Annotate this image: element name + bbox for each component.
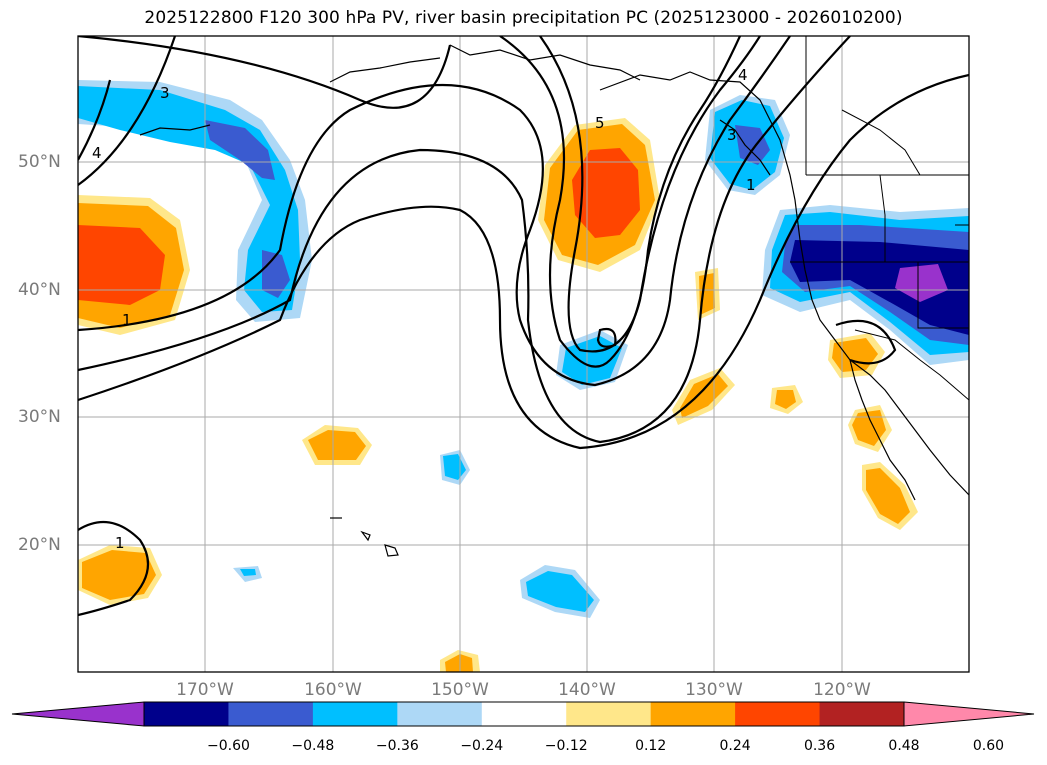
colorbar-bin xyxy=(819,702,905,726)
map-title: 2025122800 F120 300 hPa PV, river basin … xyxy=(144,8,903,28)
colorbar-extension-high xyxy=(904,702,1034,726)
negative-anomaly-region xyxy=(240,569,256,576)
pv-contour-labels: 3 4 5 3 4 1 1 1 xyxy=(92,66,756,552)
lon-label-170w: 170°W xyxy=(176,680,234,700)
map-frame xyxy=(77,35,970,673)
lat-label-30n: 30°N xyxy=(18,407,61,427)
negative-anomaly-region xyxy=(205,120,275,180)
colorbar-extension-low xyxy=(12,702,144,726)
contour-label: 1 xyxy=(746,176,756,194)
colorbar-tick-label: −0.24 xyxy=(460,738,504,754)
precipitation-shading xyxy=(78,80,969,672)
positive-anomaly-region xyxy=(572,148,640,238)
positive-anomaly-region xyxy=(78,225,165,305)
colorbar-tick-label: 0.24 xyxy=(719,738,751,754)
contour-label: 1 xyxy=(115,534,125,552)
positive-anomaly-region xyxy=(866,468,910,524)
lat-label-20n: 20°N xyxy=(18,535,61,555)
lon-label-130w: 130°W xyxy=(685,680,743,700)
colorbar-bin xyxy=(650,702,736,726)
gridlines xyxy=(78,36,969,672)
map-panel: 3 4 5 3 4 1 1 1 xyxy=(77,35,970,673)
colorbar-tick-label: 0.36 xyxy=(803,738,836,754)
contour-label: 4 xyxy=(92,144,102,162)
positive-anomaly-region xyxy=(852,410,886,446)
colorbar-bin xyxy=(735,702,821,726)
colorbar-tick-label: −0.36 xyxy=(375,738,419,754)
positive-anomaly-region xyxy=(680,374,728,418)
lon-label-140w: 140°W xyxy=(558,680,616,700)
colorbar-bin xyxy=(566,702,652,726)
coastlines xyxy=(139,44,969,557)
colorbar-bin xyxy=(481,702,567,726)
colorbar-tick-label: −0.60 xyxy=(206,738,250,754)
colorbar-tick-label: 0.12 xyxy=(635,738,667,754)
colorbar-tick-label: 0.48 xyxy=(888,738,920,754)
positive-anomaly-region xyxy=(82,550,156,600)
contour-label: 1 xyxy=(122,311,132,329)
country-borders xyxy=(790,36,969,401)
colorbar-tick-label: −0.12 xyxy=(544,738,588,754)
lat-label-40n: 40°N xyxy=(18,280,61,300)
colorbar-bin xyxy=(228,702,314,726)
lon-label-120w: 120°W xyxy=(813,680,871,700)
negative-anomaly-region xyxy=(790,240,969,335)
contour-label: 4 xyxy=(738,66,748,84)
colorbar-bin xyxy=(397,702,483,726)
colorbar-bin xyxy=(144,702,229,726)
negative-anomaly-region xyxy=(895,264,948,302)
contour-label: 3 xyxy=(727,126,737,144)
positive-anomaly-region xyxy=(699,273,715,315)
positive-anomaly-region xyxy=(308,430,366,460)
colorbar-bin xyxy=(312,702,398,726)
lon-label-150w: 150°W xyxy=(431,680,489,700)
contour-label: 5 xyxy=(595,114,605,132)
pv-contours xyxy=(78,36,969,617)
colorbar xyxy=(11,701,1035,727)
colorbar-tick-label: −0.48 xyxy=(291,738,335,754)
lon-label-160w: 160°W xyxy=(304,680,362,700)
lat-label-50n: 50°N xyxy=(18,152,61,172)
colorbar-tick-label: 0.60 xyxy=(972,738,1005,754)
positive-anomaly-region xyxy=(445,654,473,672)
negative-anomaly-region xyxy=(526,571,594,612)
contour-label: 3 xyxy=(160,84,170,102)
negative-anomaly-region xyxy=(735,125,770,165)
positive-anomaly-region xyxy=(775,390,796,409)
